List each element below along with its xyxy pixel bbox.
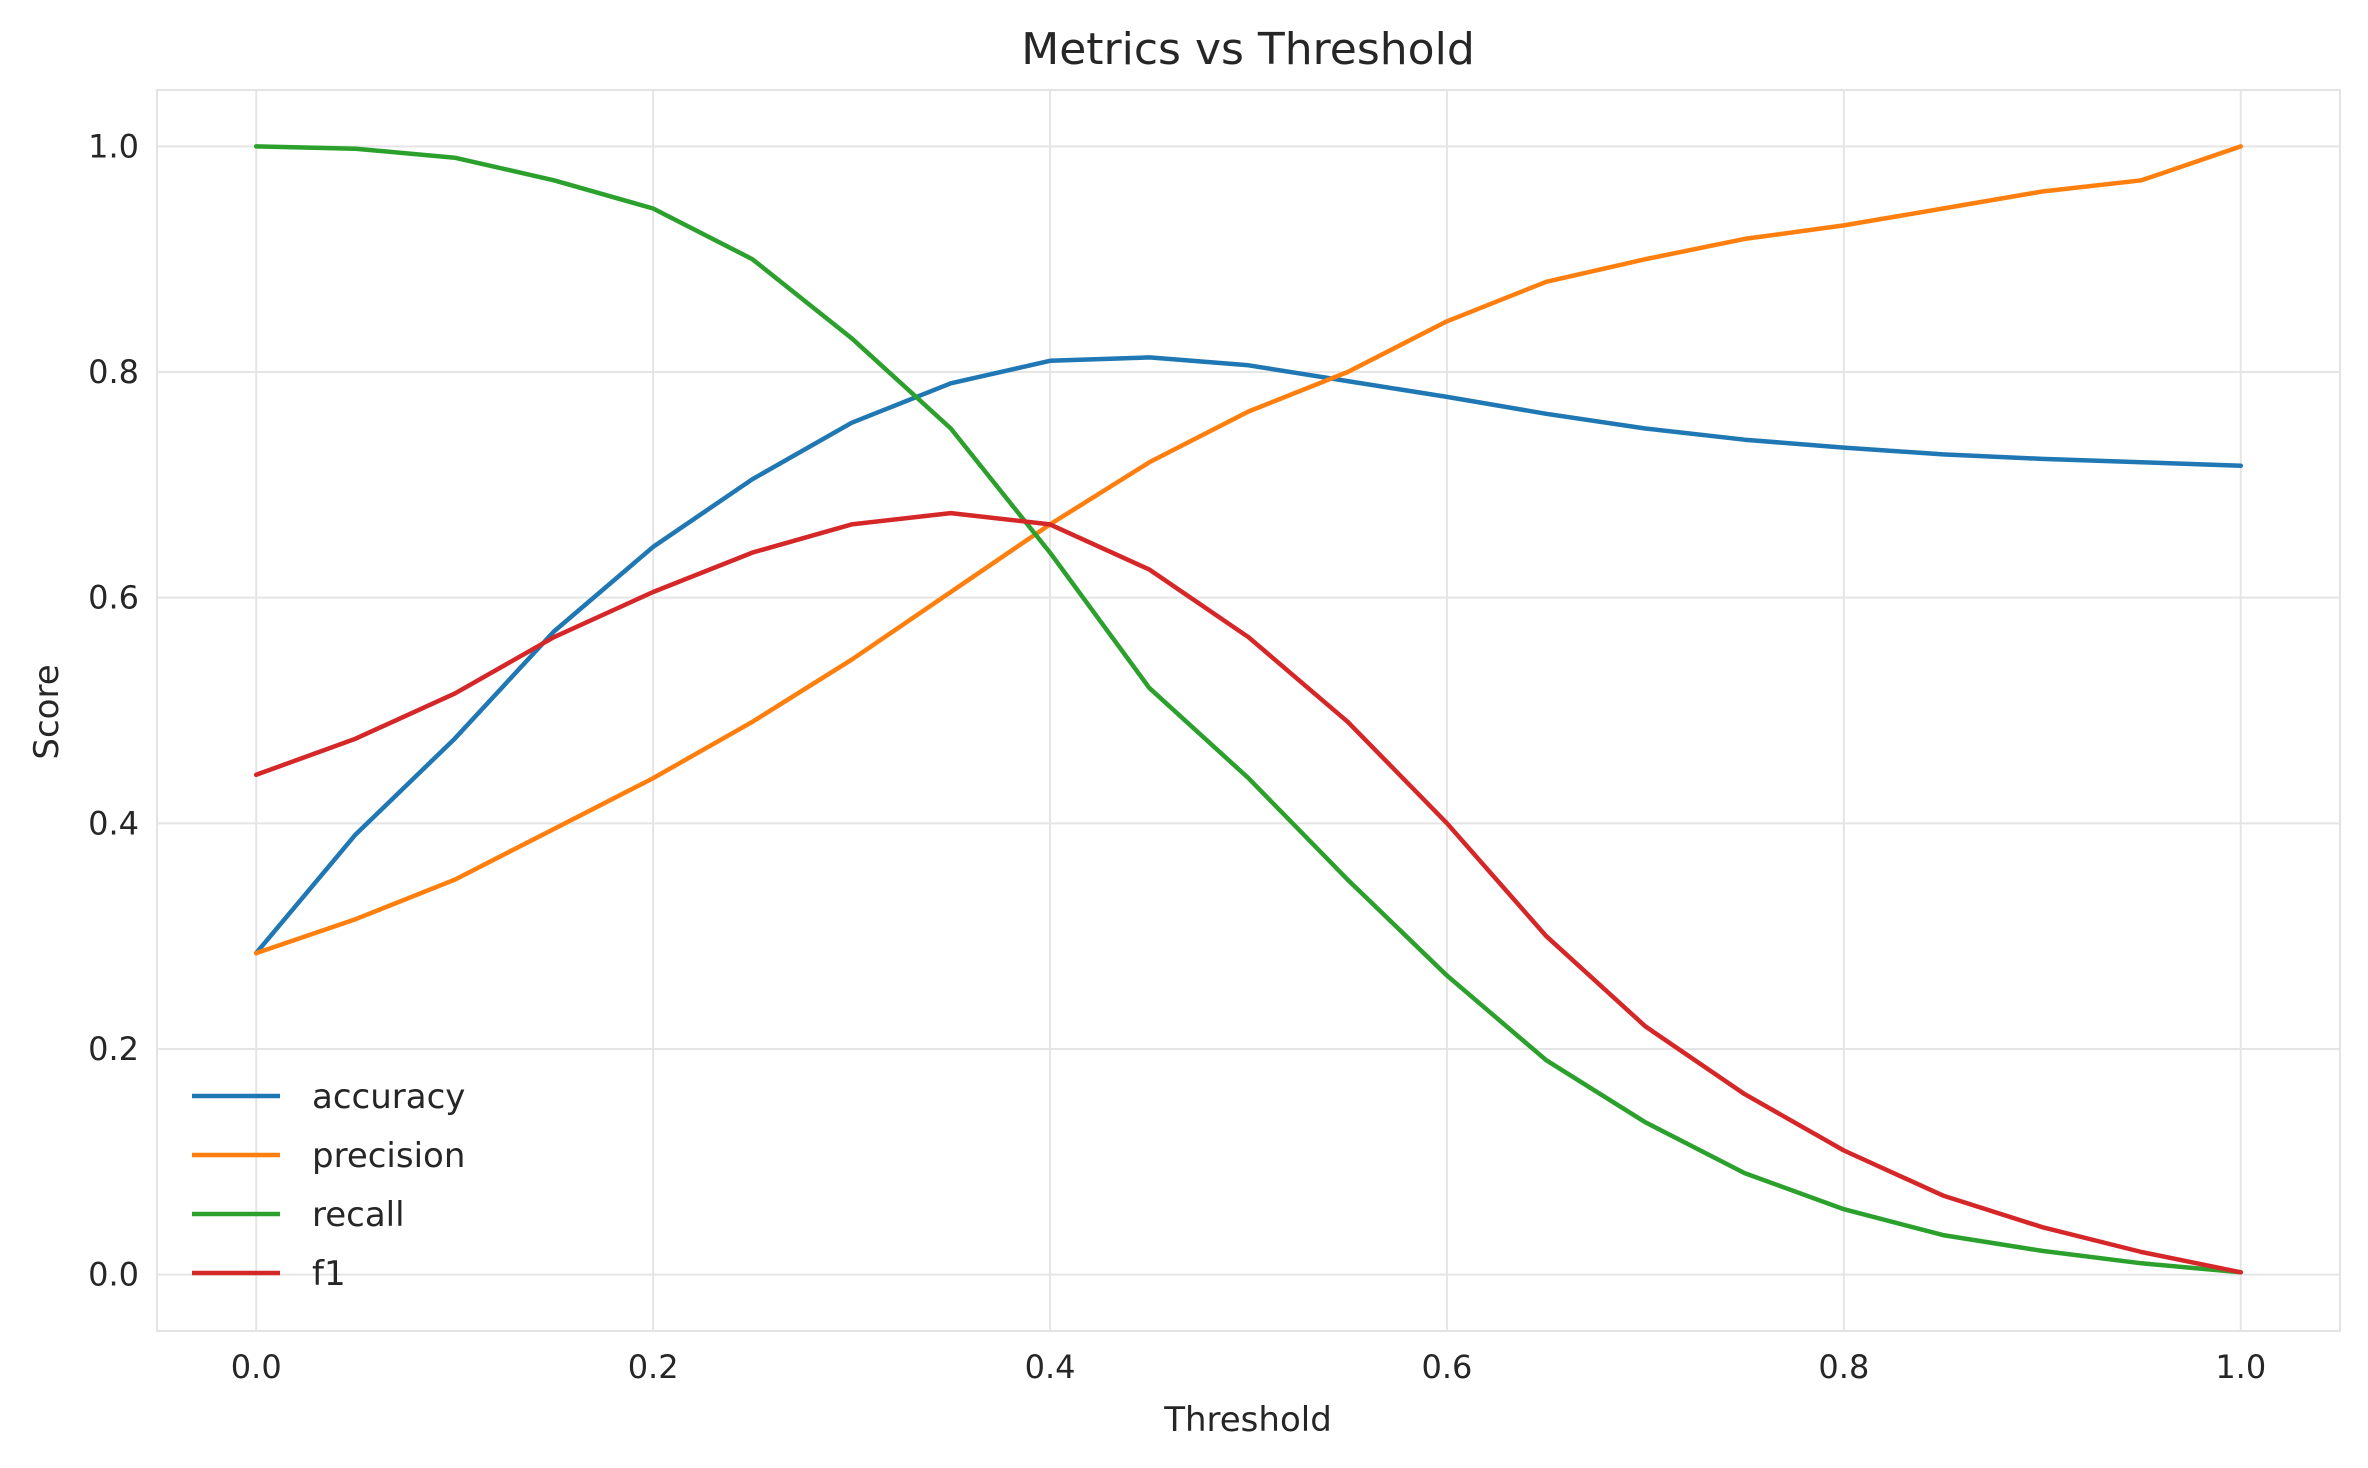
x-axis-title: Threshold [1163, 1400, 1332, 1440]
legend: accuracy precision recall f1 [192, 1077, 465, 1294]
series-line-recall [253, 144, 2244, 1275]
legend-label-recall: recall [312, 1195, 405, 1235]
y-tick-label: 0.2 [88, 1030, 139, 1068]
x-tick-label: 0.6 [1422, 1348, 1473, 1386]
legend-label-f1: f1 [312, 1254, 346, 1294]
series-line-accuracy [253, 355, 2244, 956]
tick-labels: 0.0 0.2 0.4 0.6 0.8 1.0 0.0 0.2 0.4 0.6 0.8 1.0 [88, 127, 2266, 1386]
x-tick-label: 0.2 [628, 1348, 679, 1386]
chart-title: Metrics vs Threshold [1021, 24, 1475, 75]
legend-label-precision: precision [312, 1136, 465, 1176]
y-axis-title: Score [27, 664, 67, 759]
legend-label-accuracy: accuracy [312, 1077, 465, 1117]
series-line-f1 [253, 510, 2244, 1275]
x-tick-label: 0.8 [1818, 1348, 1869, 1386]
plot-area [156, 89, 2341, 1332]
y-tick-label: 0.6 [88, 579, 139, 617]
series-line-precision [253, 144, 2244, 956]
series-lines [253, 144, 2244, 1275]
y-tick-label: 1.0 [88, 127, 139, 165]
x-tick-label: 1.0 [2215, 1348, 2266, 1386]
grid [157, 90, 2340, 1331]
x-tick-label: 0.4 [1025, 1348, 1076, 1386]
y-tick-label: 0.0 [88, 1256, 139, 1294]
x-tick-label: 0.0 [231, 1348, 282, 1386]
y-tick-label: 0.4 [88, 804, 139, 842]
y-tick-label: 0.8 [88, 353, 139, 391]
